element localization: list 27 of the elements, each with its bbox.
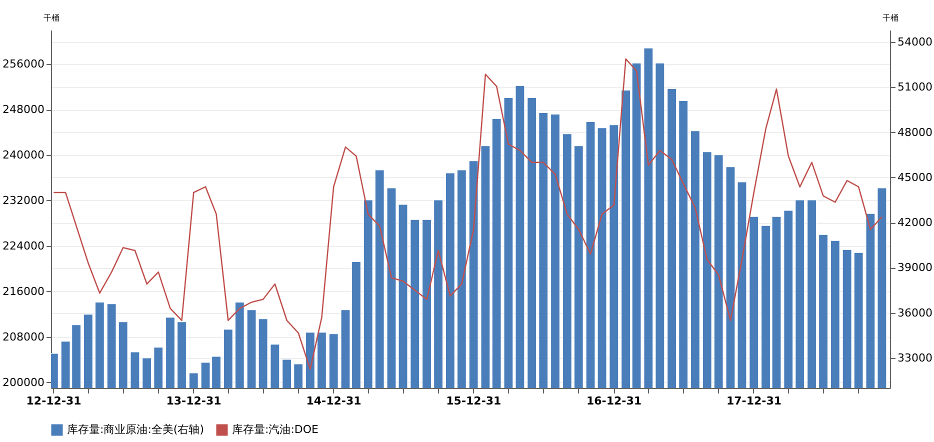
y2-tick-label: 36000 <box>898 306 932 320</box>
y2-tick-label: 42000 <box>898 216 932 230</box>
y2-tick-label: 45000 <box>898 170 932 184</box>
y-tick-label: 240000 <box>2 148 44 162</box>
y-tick-label: 224000 <box>2 239 44 252</box>
legend-label: 库存量:汽油:DOE <box>232 423 319 436</box>
y-tick-label: 248000 <box>2 103 44 116</box>
y2-tick-label: 39000 <box>898 261 932 274</box>
x-tick-label: 15-12-31 <box>446 394 502 408</box>
x-tick-label: 16-12-31 <box>586 394 642 408</box>
y-tick-label: 216000 <box>2 284 44 298</box>
y-tick-label: 208000 <box>2 330 44 344</box>
y2-tick-label: 54000 <box>898 36 932 49</box>
y-tick-label: 232000 <box>2 194 44 207</box>
x-tick-label: 17-12-31 <box>726 394 782 408</box>
x-tick-label: 13-12-31 <box>166 394 222 408</box>
y-axis-title: 千桶 <box>44 14 60 22</box>
x-tick-label: 14-12-31 <box>306 394 362 408</box>
y2-axis-title: 千桶 <box>882 14 898 22</box>
legend-label: 库存量:商业原油:全美(右轴) <box>67 423 204 436</box>
y2-tick-label: 33000 <box>898 351 932 364</box>
y-tick-label: 256000 <box>2 58 44 71</box>
x-tick-label: 12-12-31 <box>26 394 82 408</box>
y-tick-label: 200000 <box>2 376 44 389</box>
y2-tick-label: 48000 <box>898 126 932 139</box>
line-series <box>53 58 883 370</box>
y2-tick-label: 51000 <box>898 80 932 94</box>
